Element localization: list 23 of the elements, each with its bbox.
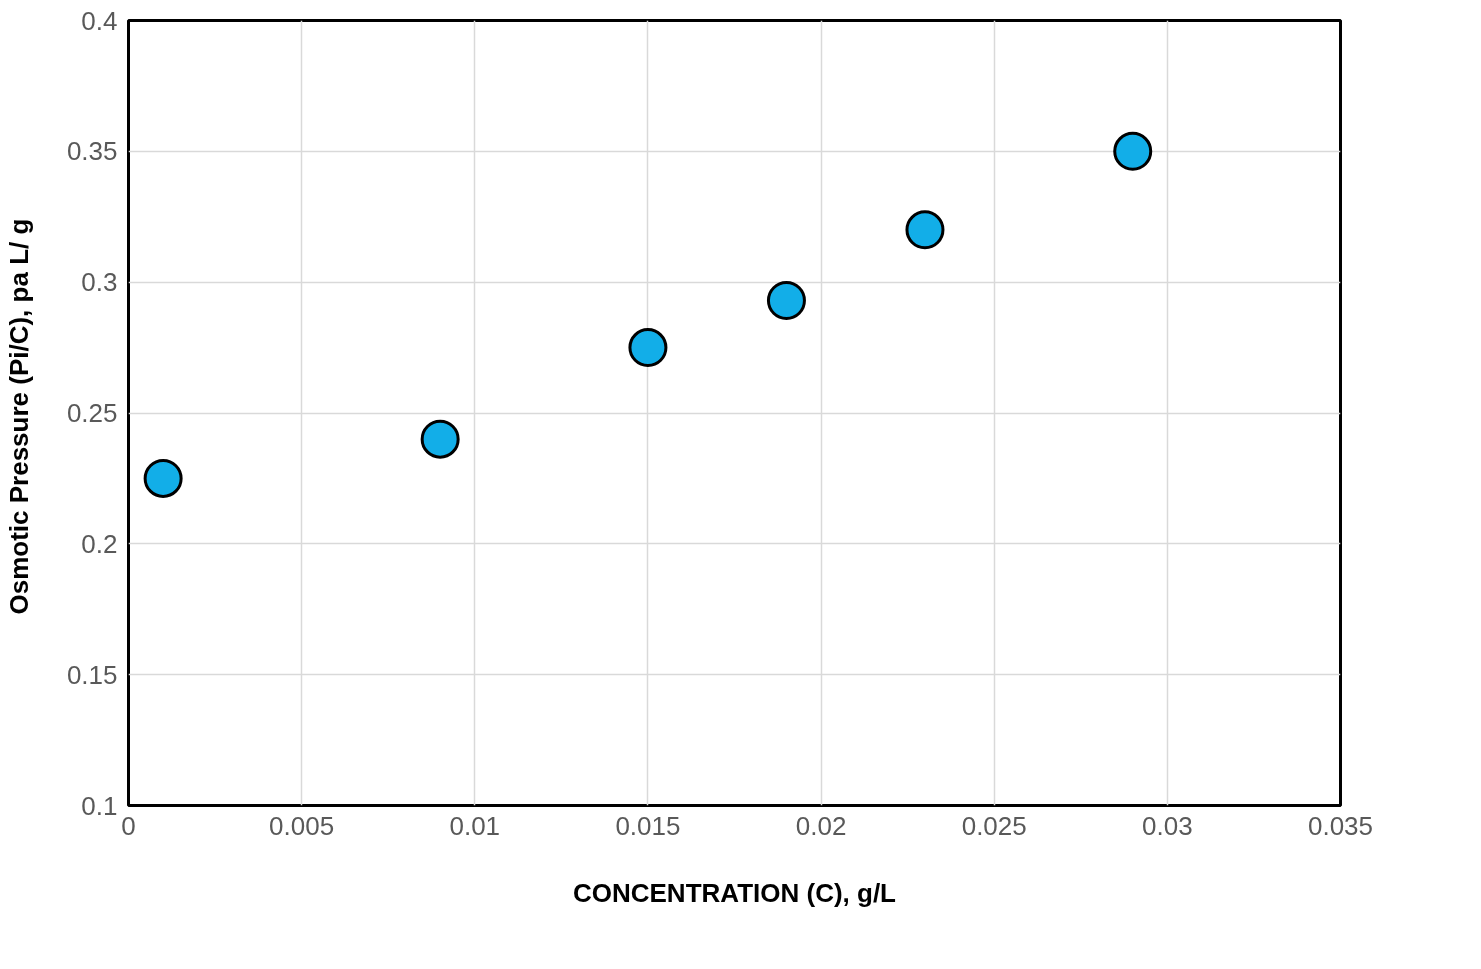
point <box>905 210 945 250</box>
y-tick-label: 0.2 <box>81 528 118 559</box>
y-tick-label: 0.4 <box>81 5 118 36</box>
y-tick-label: 0.35 <box>66 136 118 167</box>
point <box>628 328 668 368</box>
point <box>1113 131 1153 171</box>
point <box>766 281 806 320</box>
x-tick-label: 0 <box>121 810 136 841</box>
x-tick-label: 0.025 <box>961 810 1027 841</box>
point <box>420 419 460 459</box>
y-tick-label: 0.15 <box>66 659 118 690</box>
x-tick-label: 0.005 <box>269 810 335 841</box>
y-axis-title: Osmotic Pressure (Pi/C), pa L/ g <box>3 218 34 615</box>
x-axis-title: CONCENTRATION (C), g/L <box>572 877 897 908</box>
x-tick-label: 0.01 <box>449 810 501 841</box>
x-tick-label: 0.015 <box>615 810 681 841</box>
y-tick-label: 0.25 <box>66 398 118 428</box>
y-tick-label: 0.1 <box>81 790 118 821</box>
point <box>143 458 183 498</box>
x-tick-label: 0.03 <box>1142 810 1193 841</box>
x-tick-label: 0.035 <box>1307 810 1374 841</box>
x-tick-label: 0.02 <box>795 810 847 841</box>
y-tick-label: 0.3 <box>81 267 118 298</box>
